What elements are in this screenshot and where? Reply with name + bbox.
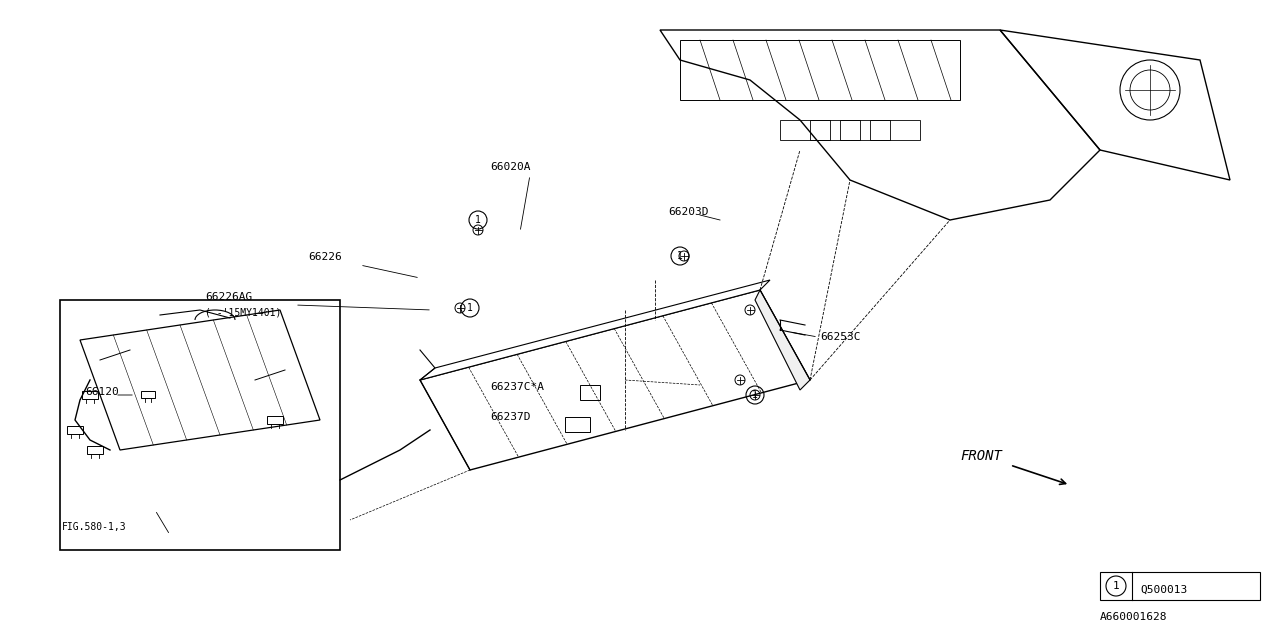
Text: 1: 1 <box>677 251 684 261</box>
Bar <box>870 120 920 140</box>
Bar <box>87 446 102 454</box>
Text: 66203D: 66203D <box>668 207 709 217</box>
Text: 66020A: 66020A <box>490 162 530 172</box>
Text: 1: 1 <box>475 215 481 225</box>
Bar <box>840 120 890 140</box>
Bar <box>60 300 340 550</box>
Text: 1: 1 <box>467 303 472 313</box>
Text: 1: 1 <box>753 390 758 400</box>
Bar <box>67 426 83 434</box>
Polygon shape <box>755 290 810 390</box>
Text: 1: 1 <box>1112 581 1120 591</box>
Text: FIG.580-1,3: FIG.580-1,3 <box>61 522 127 532</box>
Bar <box>268 416 283 424</box>
Text: 66226AG: 66226AG <box>205 292 252 302</box>
Text: Q500013: Q500013 <box>1140 585 1188 595</box>
Text: 66237D: 66237D <box>490 412 530 422</box>
Text: 66253C: 66253C <box>820 332 860 342</box>
Bar <box>564 417 590 432</box>
Bar <box>141 391 155 398</box>
Bar <box>810 120 860 140</box>
Text: A660001628: A660001628 <box>1100 612 1167 622</box>
Text: FRONT: FRONT <box>960 449 1002 463</box>
Text: 66226: 66226 <box>308 252 342 262</box>
Text: ( -'15MY1401): ( -'15MY1401) <box>205 307 282 317</box>
Text: 66237C*A: 66237C*A <box>490 382 544 392</box>
Bar <box>580 385 600 400</box>
Text: 66120: 66120 <box>84 387 119 397</box>
Bar <box>82 391 99 399</box>
Polygon shape <box>420 280 771 380</box>
Bar <box>780 120 829 140</box>
Bar <box>1100 572 1260 600</box>
